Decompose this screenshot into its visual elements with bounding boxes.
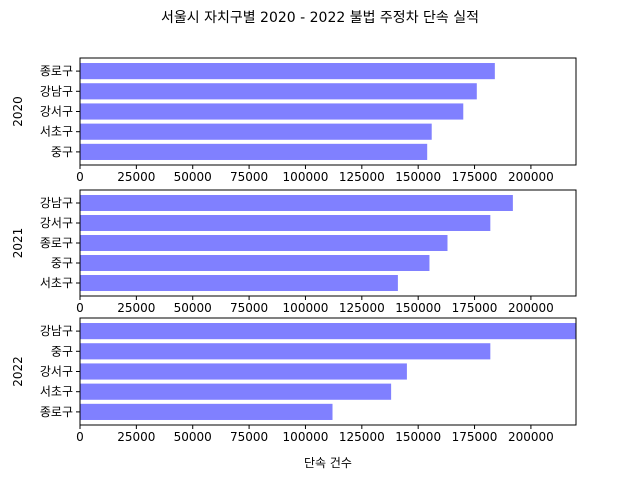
bar — [80, 255, 430, 271]
x-tick-label: 25000 — [117, 301, 155, 315]
x-tick-label: 125000 — [339, 301, 385, 315]
y-tick-label: 강서구 — [40, 216, 73, 230]
y-tick-label: 서초구 — [40, 276, 73, 290]
x-tick-label: 25000 — [117, 430, 155, 444]
x-tick-label: 50000 — [174, 430, 212, 444]
bar — [80, 195, 513, 211]
bar — [80, 63, 495, 80]
bar — [80, 235, 448, 251]
y-axis-label: 2020 — [11, 96, 25, 127]
bar — [80, 123, 432, 140]
y-tick-label: 중구 — [51, 145, 73, 159]
x-tick-label: 175000 — [452, 301, 498, 315]
plot-frame — [79, 317, 577, 426]
plot-frame — [79, 57, 577, 166]
y-tick-label: 강서구 — [40, 365, 73, 379]
bar — [80, 403, 333, 420]
y-tick-label: 강남구 — [40, 196, 73, 210]
x-tick-label: 200000 — [508, 170, 554, 184]
y-tick-label: 종로구 — [40, 64, 73, 78]
x-tick-label: 0 — [76, 301, 84, 315]
bar — [80, 103, 464, 120]
plot-frame — [79, 189, 577, 297]
x-tick-label: 25000 — [117, 170, 155, 184]
chart-title: 서울시 자치구별 2020 - 2022 불법 주정차 단속 실적 — [161, 10, 479, 26]
y-tick-label: 강남구 — [40, 324, 73, 338]
x-tick-label: 75000 — [230, 430, 268, 444]
bar — [80, 275, 398, 291]
bar — [80, 83, 477, 100]
y-axis-label: 2021 — [11, 228, 25, 259]
x-tick-label: 50000 — [174, 301, 212, 315]
bar — [80, 143, 428, 160]
x-tick-label: 200000 — [508, 301, 554, 315]
y-tick-label: 종로구 — [40, 236, 73, 250]
x-tick-label: 75000 — [230, 301, 268, 315]
y-tick-label: 중구 — [51, 256, 73, 270]
x-tick-label: 150000 — [395, 430, 441, 444]
x-tick-label: 0 — [76, 430, 84, 444]
x-tick-label: 175000 — [452, 430, 498, 444]
bar — [80, 323, 576, 340]
bar — [80, 383, 392, 400]
x-tick-label: 100000 — [283, 430, 329, 444]
y-tick-label: 서초구 — [40, 385, 73, 399]
x-tick-label: 200000 — [508, 430, 554, 444]
y-tick-label: 중구 — [51, 344, 73, 358]
x-tick-label: 100000 — [283, 301, 329, 315]
x-tick-label: 125000 — [339, 170, 385, 184]
bar — [80, 363, 407, 380]
x-tick-label: 0 — [76, 170, 84, 184]
x-tick-label: 75000 — [230, 170, 268, 184]
y-tick-label: 서초구 — [40, 125, 73, 139]
x-tick-label: 150000 — [395, 301, 441, 315]
bar — [80, 343, 491, 360]
y-tick-label: 강남구 — [40, 84, 73, 98]
x-tick-label: 125000 — [339, 430, 385, 444]
x-tick-label: 100000 — [283, 170, 329, 184]
y-tick-label: 강서구 — [40, 105, 73, 119]
bar — [80, 215, 491, 231]
x-tick-label: 150000 — [395, 170, 441, 184]
x-tick-label: 175000 — [452, 170, 498, 184]
y-tick-label: 종로구 — [40, 405, 73, 419]
y-axis-label: 2022 — [11, 356, 25, 387]
x-axis-label: 단속 건수 — [304, 456, 352, 470]
x-tick-label: 50000 — [174, 170, 212, 184]
